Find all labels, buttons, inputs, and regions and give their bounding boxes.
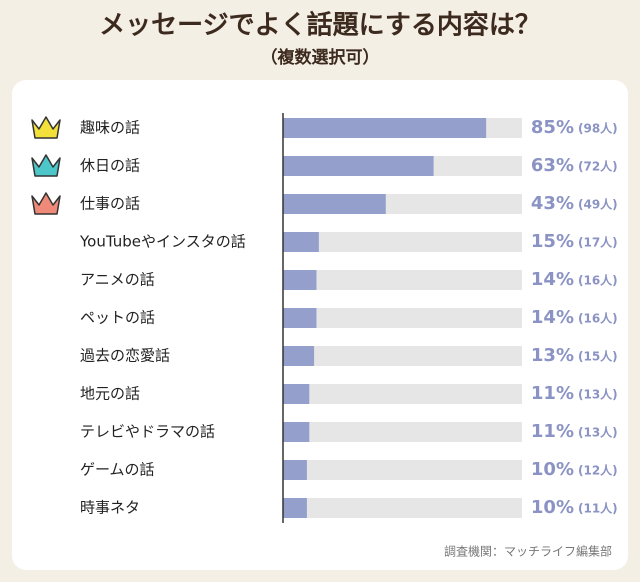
bar	[283, 118, 487, 138]
bar	[283, 384, 310, 404]
bar-track	[283, 346, 522, 366]
count-label: (16人)	[578, 273, 618, 288]
bar	[283, 232, 319, 252]
bar	[283, 460, 307, 480]
value-label: 63%	[531, 155, 574, 176]
value-label: 14%	[531, 307, 574, 328]
bar-track	[283, 384, 522, 404]
bar	[283, 156, 434, 176]
value-label: 11%	[531, 421, 574, 442]
category-label: 休日の話	[80, 157, 140, 175]
value-label: 10%	[531, 497, 574, 518]
count-label: (11人)	[578, 501, 618, 516]
chart-title: メッセージでよく話題にする内容は？	[99, 10, 541, 41]
category-label: ペットの話	[80, 309, 155, 327]
count-label: (12人)	[578, 463, 618, 478]
bar-track	[283, 460, 522, 480]
count-label: (15人)	[578, 349, 618, 364]
bar-track	[283, 422, 522, 442]
value-label: 43%	[531, 193, 574, 214]
source: 調査機関：マッチライフ編集部	[444, 544, 612, 559]
bar	[283, 346, 315, 366]
value-label: 13%	[531, 345, 574, 366]
value-label: 85%	[531, 117, 574, 138]
count-label: (16人)	[578, 311, 618, 326]
value-label: 14%	[531, 269, 574, 290]
count-label: (98人)	[578, 121, 618, 136]
bar	[283, 308, 317, 328]
count-label: (49人)	[578, 197, 618, 212]
value-label: 15%	[531, 231, 574, 252]
chart-subtitle: （複数選択可）	[261, 47, 380, 68]
category-label: テレビやドラマの話	[80, 423, 215, 441]
category-label: 地元の話	[80, 385, 140, 403]
category-label: 過去の恋愛話	[80, 347, 170, 365]
value-label: 11%	[531, 383, 574, 404]
bar	[283, 498, 307, 518]
bar	[283, 422, 310, 442]
count-label: (13人)	[578, 387, 618, 402]
category-label: 趣味の話	[80, 119, 140, 137]
category-label: YouTubeやインスタの話	[79, 233, 246, 251]
category-label: ゲームの話	[80, 461, 155, 479]
bar	[283, 194, 386, 214]
count-label: (13人)	[578, 425, 618, 440]
category-label: アニメの話	[80, 271, 155, 289]
value-label: 10%	[531, 459, 574, 480]
count-label: (17人)	[578, 235, 618, 250]
category-label: 仕事の話	[80, 195, 140, 213]
bar-track	[283, 308, 522, 328]
crown-icon	[31, 154, 61, 177]
count-label: (72人)	[578, 159, 618, 174]
bar	[283, 270, 317, 290]
crown-icon	[31, 116, 61, 139]
bar-track	[283, 270, 522, 290]
category-label: 時事ネタ	[80, 499, 140, 517]
bar-track	[283, 498, 522, 518]
crown-icon	[31, 192, 61, 215]
bar-track	[283, 232, 522, 252]
